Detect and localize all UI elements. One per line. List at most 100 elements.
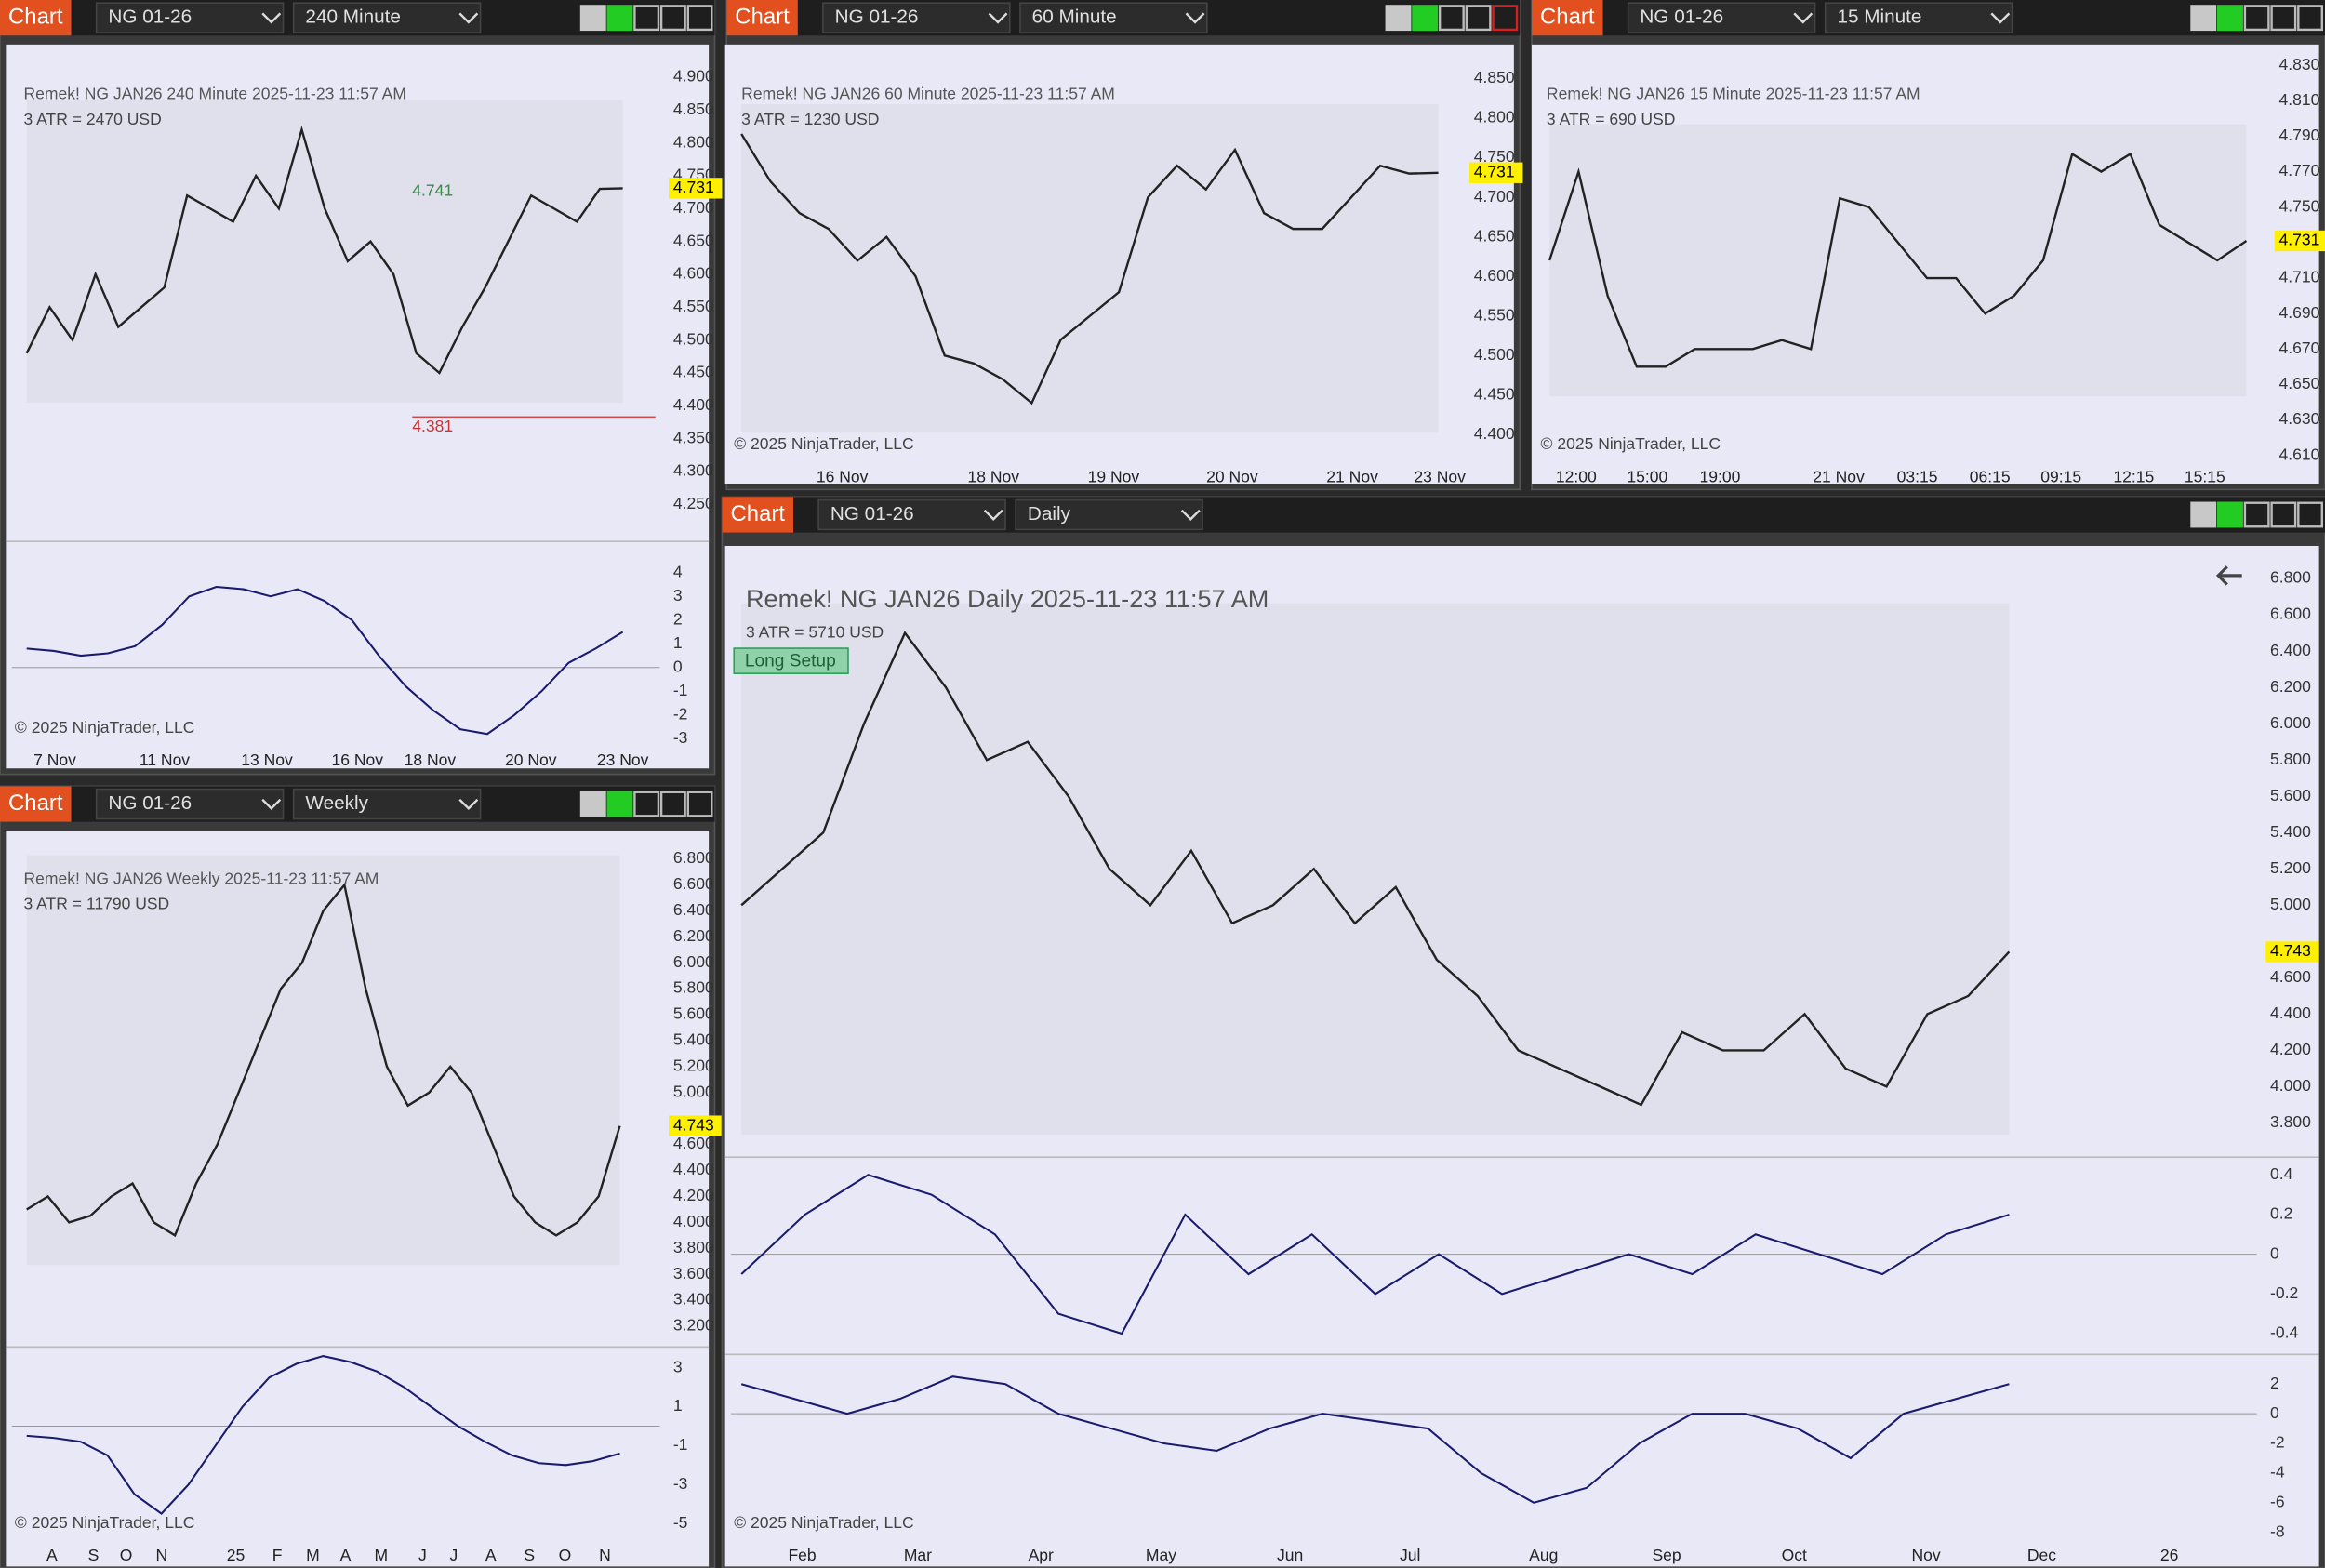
chart-button[interactable] xyxy=(722,497,793,533)
price-tick-label: 4.600 xyxy=(673,1134,714,1152)
window-button[interactable] xyxy=(1438,5,1465,32)
chart-button[interactable] xyxy=(1532,0,1603,36)
chart-header: Remek! NG JAN26 Weekly 2025-11-23 11:57 … xyxy=(24,870,379,888)
price-tick-label: 4.610 xyxy=(2279,445,2320,463)
window-button[interactable] xyxy=(2297,501,2324,528)
indicator-tick-label: -0.4 xyxy=(2270,1323,2298,1342)
x-axis-label: Mar xyxy=(904,1546,932,1564)
dropdown[interactable] xyxy=(1015,498,1203,531)
price-tick-label: 6.600 xyxy=(2270,605,2311,623)
chart-button-label[interactable]: Chart xyxy=(1540,4,1595,29)
price-tick-label: 5.000 xyxy=(673,1082,714,1100)
price-tick-label: 5.400 xyxy=(673,1030,714,1049)
atr-label: 3 ATR = 1230 USD xyxy=(741,110,879,128)
price-tick-label: 4.850 xyxy=(673,100,714,118)
indicator-tick-label: -4 xyxy=(2270,1463,2285,1482)
window-button[interactable] xyxy=(1412,5,1439,32)
price-tick-label: 4.750 xyxy=(2279,196,2320,215)
x-axis-label: Apr xyxy=(1029,1546,1054,1564)
window-button[interactable] xyxy=(659,791,686,817)
window-button[interactable] xyxy=(2190,501,2217,528)
price-tick-label: 6.000 xyxy=(2270,713,2311,732)
price-tick-label: 4.830 xyxy=(2279,55,2320,73)
dropdown[interactable] xyxy=(1824,2,2013,33)
dropdown-label[interactable]: NG 01-26 xyxy=(108,792,192,814)
window-button[interactable] xyxy=(659,5,686,32)
chart-button[interactable] xyxy=(0,0,72,36)
price-tick-label: 4.000 xyxy=(2270,1076,2311,1095)
dropdown-label[interactable]: Weekly xyxy=(305,792,368,814)
x-axis-label: N xyxy=(155,1546,167,1564)
dropdown[interactable] xyxy=(292,2,482,33)
dropdown-label[interactable]: 60 Minute xyxy=(1032,7,1117,28)
window-button[interactable] xyxy=(686,791,713,817)
window-button[interactable] xyxy=(1385,5,1412,32)
dropdown-label[interactable]: 240 Minute xyxy=(305,7,400,28)
chart-button[interactable] xyxy=(0,786,72,822)
dropdown-label[interactable]: NG 01-26 xyxy=(835,7,919,28)
dropdown[interactable] xyxy=(1019,2,1208,33)
dropdown[interactable] xyxy=(1627,2,1816,33)
price-tick-label: 5.800 xyxy=(2270,750,2311,768)
window-button[interactable] xyxy=(2297,5,2324,32)
price-tick-label: 4.350 xyxy=(673,428,714,446)
price-tick-label: 4.550 xyxy=(1474,305,1515,324)
dropdown[interactable] xyxy=(292,788,482,820)
window-button[interactable] xyxy=(633,791,660,817)
chart-button-label[interactable]: Chart xyxy=(8,791,63,816)
indicator-tick-label: 0.2 xyxy=(2270,1204,2292,1223)
dropdown-label[interactable]: NG 01-26 xyxy=(108,7,192,28)
chart-button-label[interactable]: Chart xyxy=(731,501,786,526)
price-band xyxy=(1549,124,2247,397)
indicator-tick-label: 4 xyxy=(673,562,683,580)
window-button[interactable] xyxy=(1492,5,1519,32)
x-axis-label: 18 Nov xyxy=(405,751,457,769)
x-axis-label: Jun xyxy=(1277,1546,1303,1564)
chart-header: Remek! NG JAN26 Daily 2025-11-23 11:57 A… xyxy=(746,584,1269,613)
chart-button[interactable] xyxy=(726,0,798,36)
price-line xyxy=(740,631,2011,1107)
window-button[interactable] xyxy=(2243,5,2270,32)
annotation: 4.381 xyxy=(412,417,453,435)
window-button[interactable] xyxy=(1465,5,1492,32)
x-axis-label: 03:15 xyxy=(1897,467,1938,485)
window-button[interactable] xyxy=(633,5,660,32)
back-arrow[interactable] xyxy=(2215,565,2242,586)
window-button[interactable] xyxy=(606,5,633,32)
dropdown[interactable] xyxy=(95,788,285,820)
window-button[interactable] xyxy=(579,5,606,32)
window-button[interactable] xyxy=(579,791,606,817)
window-button[interactable] xyxy=(2190,5,2217,32)
dropdown[interactable] xyxy=(95,2,285,33)
last-price-label: 4.731 xyxy=(2279,231,2320,249)
window-button[interactable] xyxy=(2243,501,2270,528)
chart-button-label[interactable]: Chart xyxy=(8,4,63,29)
dropdown-label[interactable]: Daily xyxy=(1028,503,1071,525)
x-axis-label: 16 Nov xyxy=(817,467,869,485)
dropdown-label[interactable]: NG 01-26 xyxy=(1640,7,1723,28)
dropdown-arrow xyxy=(261,12,282,24)
indicator-tick-label: -6 xyxy=(2270,1492,2285,1510)
price-tick-label: 3.400 xyxy=(673,1290,714,1309)
dropdown[interactable] xyxy=(817,498,1006,531)
price-band xyxy=(741,104,1439,433)
window-button[interactable] xyxy=(2217,5,2243,32)
window-button[interactable] xyxy=(2217,501,2243,528)
dropdown-label[interactable]: 15 Minute xyxy=(1837,7,1921,28)
x-axis-label: Dec xyxy=(2027,1546,2056,1564)
dropdown-arrow xyxy=(988,12,1008,24)
window-button[interactable] xyxy=(2270,501,2297,528)
price-tick-label: 6.200 xyxy=(673,926,714,945)
x-axis-label: M xyxy=(374,1546,388,1564)
indicator-tick-label: 0 xyxy=(673,657,683,675)
window-button[interactable] xyxy=(606,791,633,817)
price-tick-label: 4.550 xyxy=(673,297,714,315)
chart-button-label[interactable]: Chart xyxy=(735,4,790,29)
price-tick-label: 4.500 xyxy=(673,329,714,348)
last-price-box xyxy=(669,178,723,199)
window-button[interactable] xyxy=(2270,5,2297,32)
window-button[interactable] xyxy=(686,5,713,32)
dropdown[interactable] xyxy=(822,2,1011,33)
dropdown-label[interactable]: NG 01-26 xyxy=(830,503,914,525)
price-tick-label: 4.900 xyxy=(673,67,714,86)
